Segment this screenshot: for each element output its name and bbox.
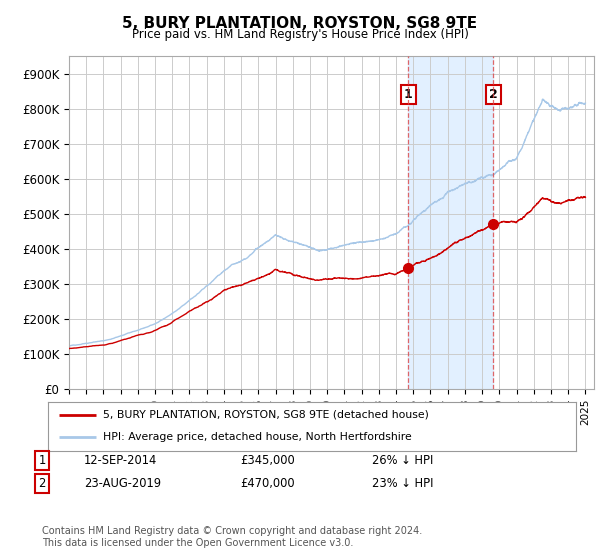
Text: Contains HM Land Registry data © Crown copyright and database right 2024.
This d: Contains HM Land Registry data © Crown c… xyxy=(42,526,422,548)
Text: £345,000: £345,000 xyxy=(240,454,295,467)
Text: £470,000: £470,000 xyxy=(240,477,295,490)
Text: Price paid vs. HM Land Registry's House Price Index (HPI): Price paid vs. HM Land Registry's House … xyxy=(131,28,469,41)
Bar xyxy=(408,56,493,389)
Text: 26% ↓ HPI: 26% ↓ HPI xyxy=(372,454,433,467)
Text: 2: 2 xyxy=(38,477,46,490)
Text: HPI: Average price, detached house, North Hertfordshire: HPI: Average price, detached house, Nort… xyxy=(103,432,412,442)
Text: 5, BURY PLANTATION, ROYSTON, SG8 9TE: 5, BURY PLANTATION, ROYSTON, SG8 9TE xyxy=(122,16,478,31)
Text: 1: 1 xyxy=(38,454,46,467)
Text: 1: 1 xyxy=(404,88,412,101)
Text: 23-AUG-2019: 23-AUG-2019 xyxy=(84,477,161,490)
Text: 5, BURY PLANTATION, ROYSTON, SG8 9TE (detached house): 5, BURY PLANTATION, ROYSTON, SG8 9TE (de… xyxy=(103,410,430,420)
Text: 23% ↓ HPI: 23% ↓ HPI xyxy=(372,477,433,490)
Text: 2: 2 xyxy=(489,88,497,101)
Text: 12-SEP-2014: 12-SEP-2014 xyxy=(84,454,157,467)
